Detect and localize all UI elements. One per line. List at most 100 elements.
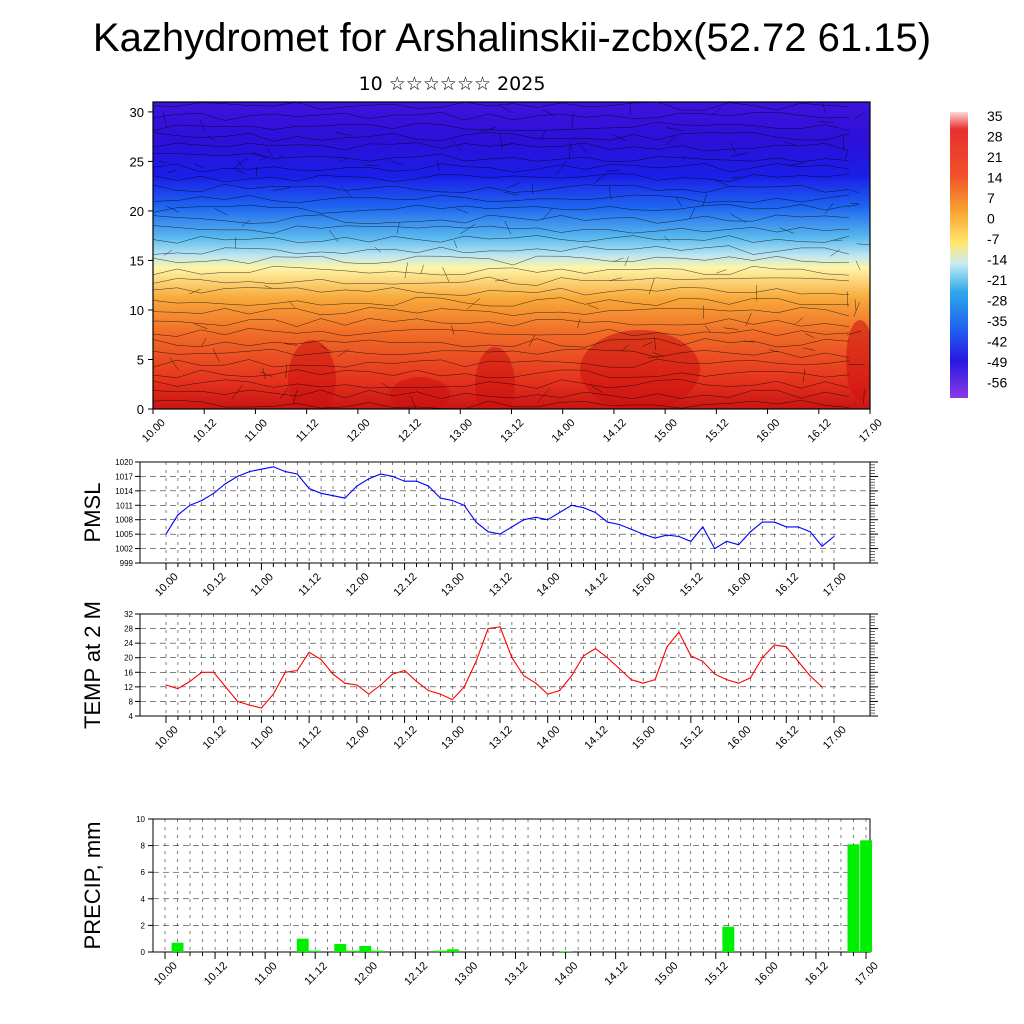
x-tick-label: 16.00 <box>725 724 753 752</box>
data-point <box>463 686 465 688</box>
x-tick-label: 15.12 <box>703 417 731 445</box>
data-point <box>356 684 358 686</box>
wind-barb <box>606 170 620 172</box>
wind-barb <box>856 243 870 245</box>
wind-barb <box>479 127 497 133</box>
wind-barb <box>288 301 296 308</box>
wind-barb <box>335 132 351 136</box>
wind-barb <box>163 249 173 256</box>
wind-barb <box>252 151 265 157</box>
wind-barb <box>613 134 628 142</box>
streamline <box>153 225 850 234</box>
data-point <box>439 693 441 695</box>
x-tick-label: 10.00 <box>152 960 180 988</box>
wind-barb <box>396 222 400 234</box>
precip-bar <box>559 951 572 952</box>
streamline <box>153 235 850 244</box>
wind-barb <box>537 388 551 402</box>
x-tick-label: 10.00 <box>140 417 168 445</box>
data-point <box>690 655 692 657</box>
data-point <box>678 535 680 538</box>
wind-barb <box>846 291 849 307</box>
wind-barb <box>568 142 574 153</box>
y-tick-label: 4 <box>141 895 146 904</box>
data-point <box>308 487 310 490</box>
wind-barb <box>714 179 729 186</box>
data-point <box>594 648 597 650</box>
warm-core-2 <box>580 330 700 409</box>
streamline <box>153 255 850 266</box>
warm-core-3 <box>846 320 870 400</box>
wind-barb <box>842 134 845 152</box>
data-point <box>296 669 298 672</box>
wind-barb <box>272 187 291 192</box>
wind-barb <box>756 284 758 301</box>
wind-barb <box>712 106 722 115</box>
colorbar-label: 21 <box>987 149 1003 165</box>
precip-bar <box>171 942 184 952</box>
data-point <box>415 480 418 482</box>
wind-barb <box>613 257 624 263</box>
x-tick-label: 10.12 <box>191 417 219 445</box>
x-tick-label: 11.12 <box>296 724 323 751</box>
x-tick-label: 16.12 <box>773 571 801 599</box>
data-point <box>654 537 656 539</box>
x-tick-label: 12.12 <box>396 417 424 445</box>
colorbar-label: -7 <box>987 231 1000 247</box>
wind-barb <box>231 385 243 400</box>
data-point <box>642 682 644 684</box>
data-point <box>272 466 274 468</box>
x-tick-label: 14.12 <box>601 417 629 445</box>
wind-barb <box>194 323 208 330</box>
wind-barb <box>259 371 273 377</box>
wind-barb <box>723 327 738 330</box>
x-tick-label: 13.00 <box>439 724 467 752</box>
wind-barb <box>541 109 555 117</box>
data-point <box>785 526 787 528</box>
wind-barb <box>241 219 251 227</box>
precip-bar <box>860 840 872 952</box>
data-point <box>582 507 585 509</box>
x-tick-label: 14.12 <box>603 960 631 988</box>
y-tick-label: 8 <box>141 842 146 851</box>
x-tick-label: 10.12 <box>202 960 230 988</box>
wind-barb <box>731 176 742 179</box>
precip-bar <box>346 950 359 952</box>
y-tick-label: 1014 <box>115 487 133 496</box>
data-point <box>773 521 776 523</box>
y-tick-label: 28 <box>124 625 133 634</box>
x-tick-label: 12.12 <box>391 571 419 599</box>
data-point <box>201 671 203 673</box>
y-tick-label: 1002 <box>115 545 133 554</box>
wind-barb <box>730 213 747 223</box>
data-point <box>177 514 179 516</box>
data-point <box>618 668 620 670</box>
data-point <box>606 521 609 523</box>
wind-barb <box>506 182 521 189</box>
data-point <box>248 471 251 473</box>
data-point <box>368 478 370 480</box>
wind-barb <box>577 319 581 328</box>
precip-bar <box>309 950 322 952</box>
data-point <box>821 686 823 688</box>
wind-barb <box>285 364 288 378</box>
data-point <box>225 483 227 485</box>
precip-bar <box>434 950 447 952</box>
data-point <box>642 533 644 535</box>
y-tick-label: 5 <box>137 352 144 367</box>
wind-barb <box>830 249 841 257</box>
wind-barb <box>451 325 455 336</box>
data-point <box>415 680 418 683</box>
plot-frame <box>152 818 871 953</box>
wind-barb <box>571 112 574 130</box>
y-tick-label: 1005 <box>115 530 133 539</box>
wind-barb <box>540 129 547 140</box>
wind-barb <box>855 260 861 271</box>
data-point <box>773 644 776 646</box>
streamline <box>153 245 850 255</box>
data-point <box>821 545 823 547</box>
wind-barb <box>276 154 284 161</box>
data-point <box>761 521 764 523</box>
streamline <box>153 276 850 286</box>
